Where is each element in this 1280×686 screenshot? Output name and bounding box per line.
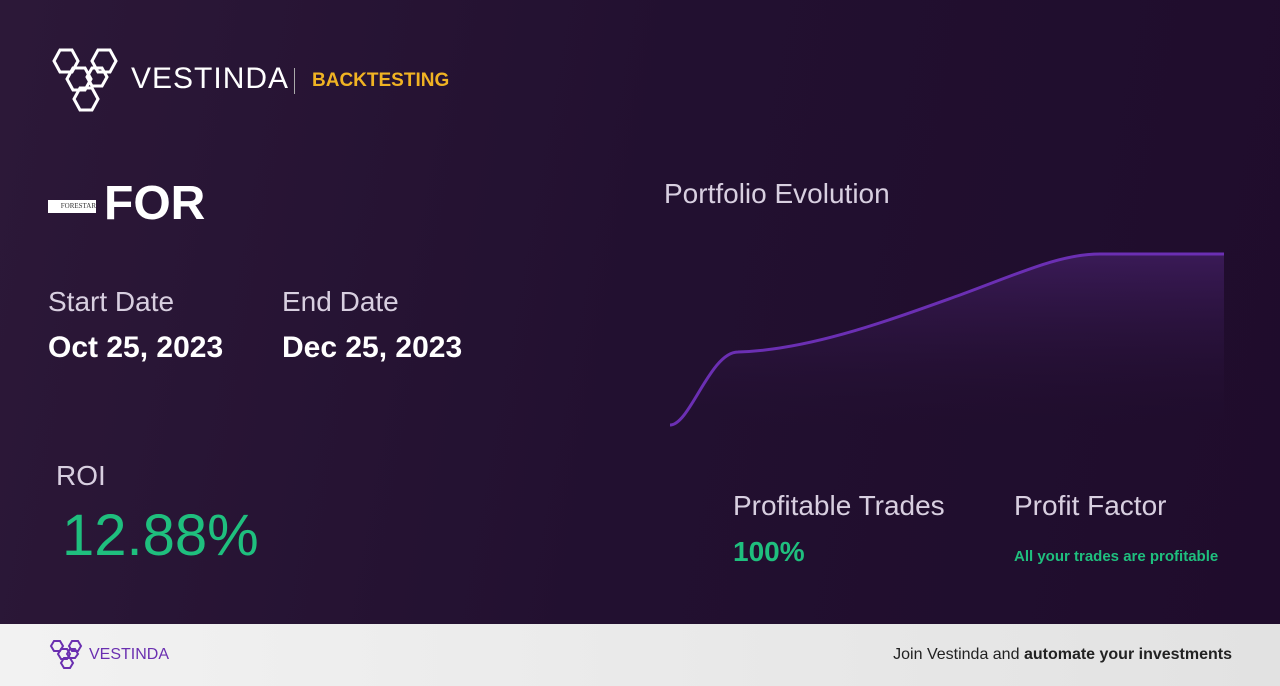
brand: VESTINDA <box>131 62 290 95</box>
ticker: FOR <box>104 177 206 230</box>
trades-label: Profitable Trades <box>733 490 945 521</box>
logo-icon <box>52 48 118 112</box>
end-value: Dec 25, 2023 <box>282 331 463 364</box>
footer-logo-icon <box>49 640 83 669</box>
divider <box>294 68 295 94</box>
section: BACKTESTING <box>312 70 450 91</box>
roi-label: ROI <box>56 460 106 491</box>
footer-cta: Join Vestinda and automate your investme… <box>893 646 1232 664</box>
portfolio-chart <box>669 252 1224 427</box>
start-value: Oct 25, 2023 <box>48 331 224 364</box>
profit-factor-value: All your trades are profitable <box>1014 548 1219 565</box>
trades-value: 100% <box>733 536 805 567</box>
profit-factor-label: Profit Factor <box>1014 490 1167 521</box>
line <box>669 252 1224 427</box>
footer-brand: VESTINDA <box>89 646 170 663</box>
cta-prefix: Join Vestinda and <box>893 646 1020 663</box>
area <box>670 254 1224 425</box>
roi-value: 12.88% <box>62 503 259 568</box>
asset-logo: FORESTAR <box>48 200 96 213</box>
cta-bold: automate your investments <box>1023 646 1232 663</box>
end-label: End Date <box>282 286 399 317</box>
chart-title: Portfolio Evolution <box>664 178 890 209</box>
start-label: Start Date <box>48 286 175 317</box>
footer: VESTINDA Join Vestinda and automate your… <box>0 624 1280 686</box>
